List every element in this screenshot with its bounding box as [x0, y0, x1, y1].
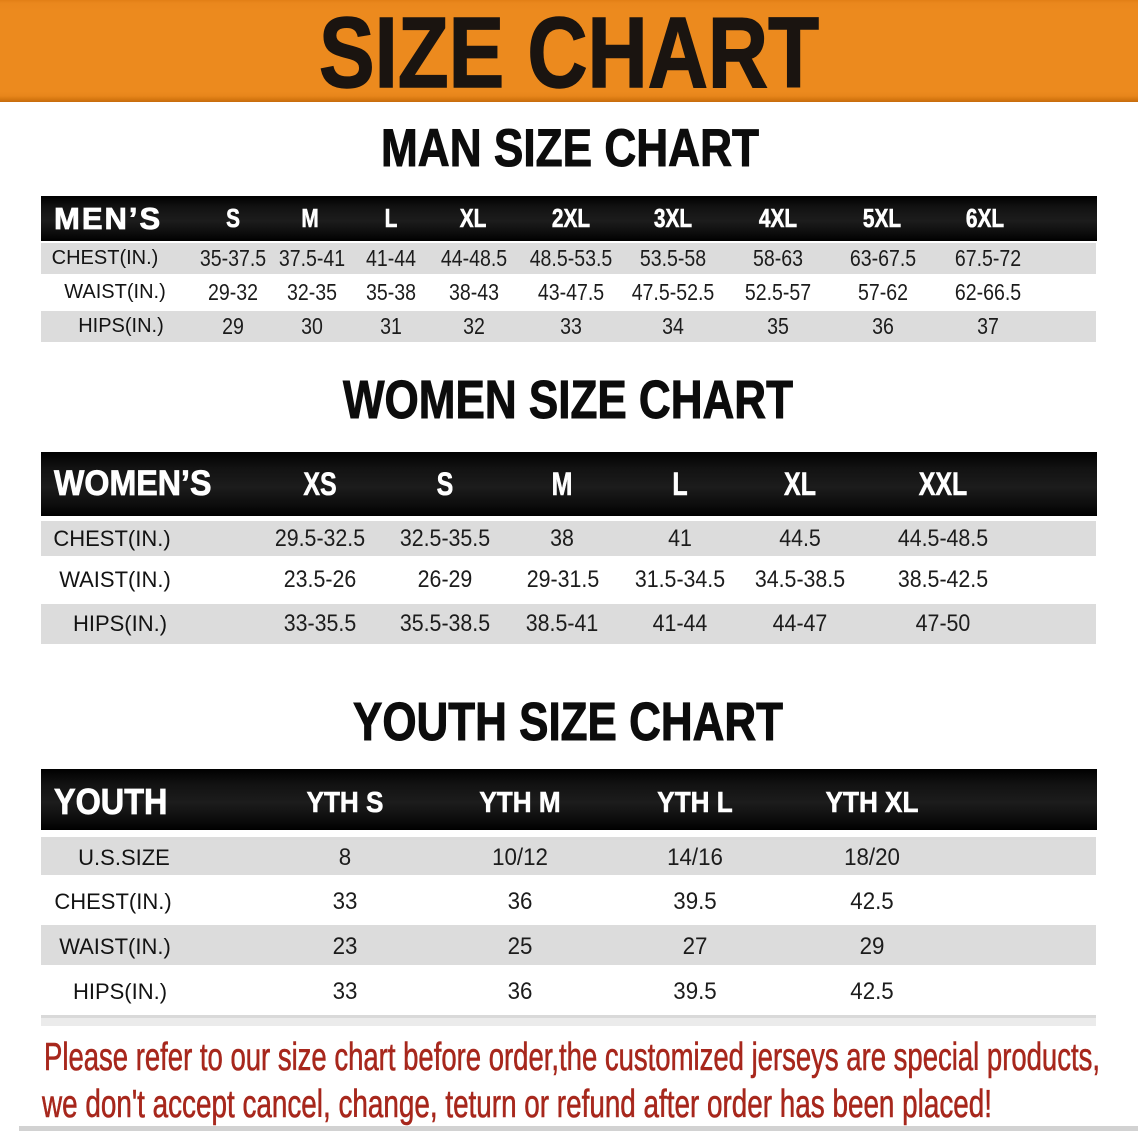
- svg-text:Please refer to our size chart: Please refer to our size chart before or…: [44, 1036, 1100, 1079]
- svg-text:WOMEN SIZE CHART: WOMEN SIZE CHART: [343, 370, 793, 430]
- svg-text:SIZE CHART: SIZE CHART: [319, 0, 819, 109]
- svg-text:YOUTH SIZE CHART: YOUTH SIZE CHART: [353, 692, 783, 752]
- svg-text:we don't accept cancel, change: we don't accept cancel, change, teturn o…: [41, 1083, 992, 1126]
- svg-text:MAN SIZE CHART: MAN SIZE CHART: [381, 119, 759, 178]
